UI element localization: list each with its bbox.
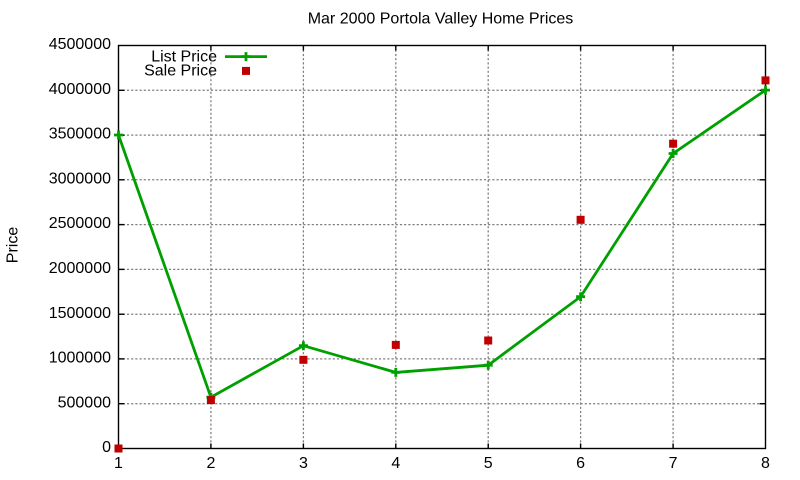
svg-text:2: 2: [206, 455, 215, 472]
svg-text:4: 4: [391, 455, 400, 472]
svg-text:6: 6: [576, 455, 585, 472]
svg-text:1500000: 1500000: [49, 305, 111, 322]
svg-text:8: 8: [761, 455, 770, 472]
svg-text:4000000: 4000000: [49, 81, 111, 98]
svg-text:500000: 500000: [58, 394, 111, 411]
svg-text:3: 3: [299, 455, 308, 472]
svg-text:Sale Price: Sale Price: [144, 63, 217, 80]
svg-text:5: 5: [484, 455, 493, 472]
svg-text:Price: Price: [5, 227, 22, 264]
svg-text:0: 0: [102, 439, 111, 456]
svg-text:7: 7: [669, 455, 678, 472]
svg-text:Mar 2000 Portola Valley Home P: Mar 2000 Portola Valley Home Prices: [308, 11, 574, 28]
svg-text:4500000: 4500000: [49, 36, 111, 53]
svg-text:2500000: 2500000: [49, 215, 111, 232]
svg-text:List Price: List Price: [151, 49, 217, 66]
svg-text:1000000: 1000000: [49, 350, 111, 367]
svg-text:2000000: 2000000: [49, 260, 111, 277]
svg-text:1: 1: [114, 455, 123, 472]
svg-text:3500000: 3500000: [49, 126, 111, 143]
svg-text:3000000: 3000000: [49, 170, 111, 187]
